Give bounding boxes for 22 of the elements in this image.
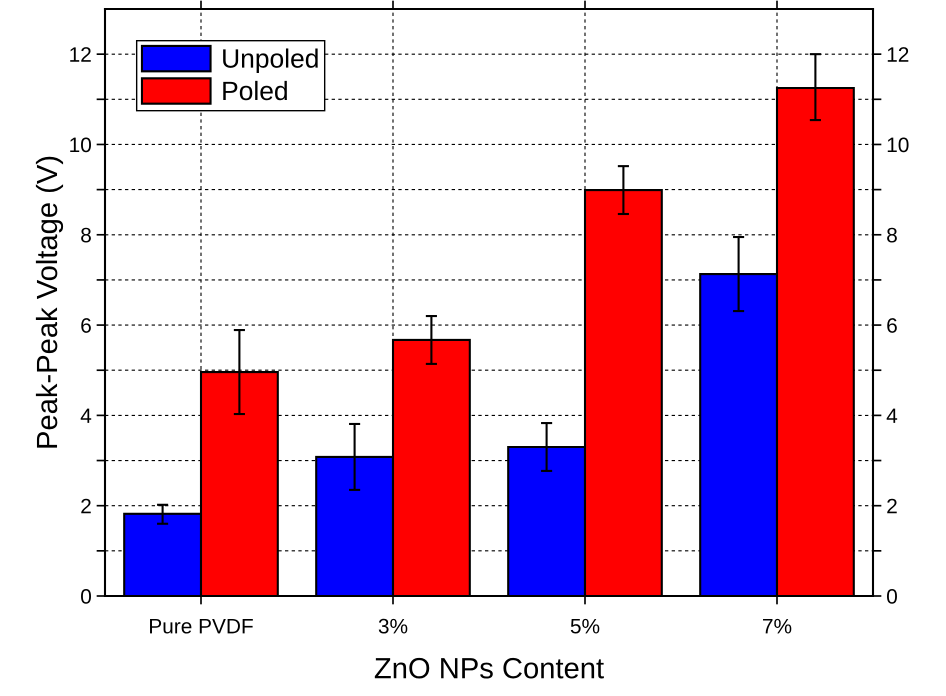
y-tick-label: 8 [81, 228, 91, 243]
x-tick-label: Pure PVDF [150, 618, 253, 634]
y-tick-label: 6 [81, 318, 91, 333]
y-tick-label: 2 [81, 498, 91, 514]
y-tick-label: 4 [80, 408, 92, 423]
x-axis-title: ZnO NPs Content [374, 658, 604, 679]
legend-label: Poled [223, 80, 287, 100]
y2-tick-label: 4 [886, 408, 898, 423]
y2-tick-label: 10 [888, 137, 909, 152]
legend-label: Unpoled [223, 48, 318, 74]
x-tick-label: 5% [570, 618, 600, 634]
x-tick-label: 3% [378, 618, 408, 634]
y-tick-label: 0 [81, 589, 91, 604]
y2-tick-label: 6 [887, 318, 897, 333]
y2-tick-label: 8 [887, 228, 897, 243]
y-tick-label: 12 [70, 47, 91, 62]
y2-tick-label: 0 [887, 589, 897, 604]
y2-tick-label: 12 [888, 47, 908, 62]
y-tick-label: 10 [70, 137, 91, 152]
y-axis-title: Peak-Peak Voltage (V) [36, 156, 64, 448]
x-tick-label: 7% [763, 618, 792, 634]
y2-tick-label: 2 [887, 498, 897, 514]
